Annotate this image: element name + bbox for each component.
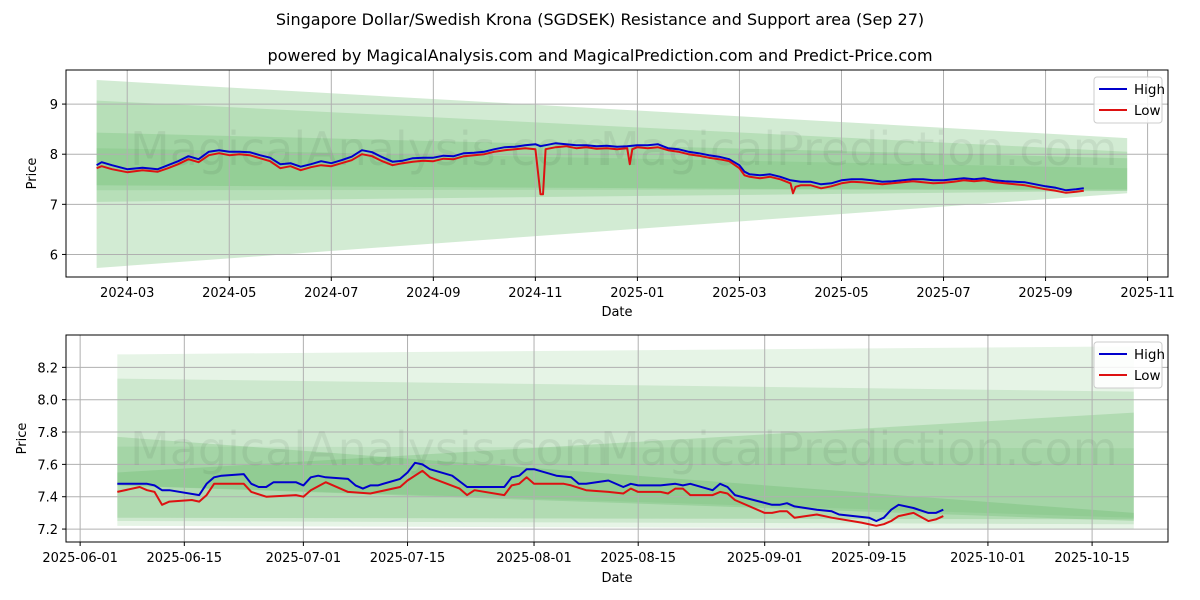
chart-subtitle: powered by MagicalAnalysis.com and Magic…: [267, 46, 933, 65]
x-axis-label: Date: [601, 571, 632, 586]
chart-overview: MagicalAnalysis.comMagicalPrediction.com…: [25, 69, 1175, 320]
x-tick-label: 2025-06-15: [147, 551, 223, 566]
band-2: [96, 132, 1128, 191]
x-tick-label: 2025-10-01: [950, 551, 1026, 566]
legend-label-low: Low: [1134, 368, 1161, 384]
x-tick-label: 2025-07: [916, 286, 970, 301]
chart-title: Singapore Dollar/Swedish Krona (SGDSEK) …: [275, 10, 925, 29]
x-tick-label: 2025-08-15: [600, 551, 676, 566]
legend: High Low: [1093, 341, 1165, 389]
axes-frame: [65, 69, 1169, 278]
y-tick-label: 8: [50, 148, 58, 163]
x-tick-label: 2024-09: [406, 286, 460, 301]
y-tick-label: 7.8: [37, 426, 58, 441]
x-tick-label: 2025-03: [712, 286, 766, 301]
x-tick-label: 2025-07-01: [266, 551, 342, 566]
band-1: [96, 100, 1128, 202]
y-tick-label: 7.4: [37, 491, 58, 506]
y-tick-label: 7: [50, 198, 58, 213]
x-tick-label: 2025-08-01: [496, 551, 572, 566]
band-2: [117, 436, 1134, 521]
x-tick-label: 2025-05: [814, 286, 868, 301]
axes-frame: [65, 334, 1169, 543]
legend-label-high: High: [1134, 347, 1165, 363]
x-tick-label: 2025-11: [1120, 286, 1174, 301]
x-tick-label: 2025-09-01: [727, 551, 803, 566]
grid: [66, 335, 1168, 542]
x-tick-label: 2025-06-01: [42, 551, 118, 566]
y-axis-label: Price: [25, 158, 40, 190]
band-0: [117, 346, 1134, 530]
legend-label-high: High: [1134, 82, 1165, 98]
series-lines: [96, 142, 1084, 196]
legend: High Low: [1093, 76, 1165, 124]
series-line-high: [96, 142, 1084, 192]
series-line-low: [96, 145, 1084, 196]
watermark-text: MagicalPrediction.com: [600, 122, 1118, 176]
x-tick-label: 2025-01: [610, 286, 664, 301]
y-tick-label: 9: [50, 98, 58, 113]
band-0: [96, 80, 1128, 268]
y-axis-label: Price: [15, 423, 30, 455]
watermark-text: MagicalAnalysis.com: [130, 422, 609, 476]
x-tick-label: 2024-11: [508, 286, 562, 301]
y-tick-label: 6: [50, 248, 58, 263]
y-tick-label: 7.2: [37, 523, 58, 538]
y-tick-label: 7.6: [37, 458, 58, 473]
series-line-low: [117, 469, 944, 527]
x-tick-label: 2025-09-15: [831, 551, 907, 566]
y-tick-label: 8.2: [37, 361, 58, 376]
chart-zoomed: MagicalAnalysis.comMagicalPrediction.com…: [15, 334, 1169, 586]
watermark-text: MagicalPrediction.com: [600, 422, 1118, 476]
y-tick-label: 8.0: [37, 394, 58, 409]
x-axis-label: Date: [601, 305, 632, 320]
x-tick-label: 2025-09: [1018, 286, 1072, 301]
x-tick-label: 2024-05: [202, 286, 256, 301]
x-tick-label: 2025-10-15: [1054, 551, 1130, 566]
x-tick-label: 2024-07: [304, 286, 358, 301]
x-tick-label: 2025-07-15: [370, 551, 446, 566]
band-1: [117, 378, 1134, 525]
series-line-high: [117, 461, 944, 522]
series-lines: [117, 461, 944, 527]
legend-label-low: Low: [1134, 103, 1161, 119]
x-tick-label: 2024-03: [100, 286, 154, 301]
